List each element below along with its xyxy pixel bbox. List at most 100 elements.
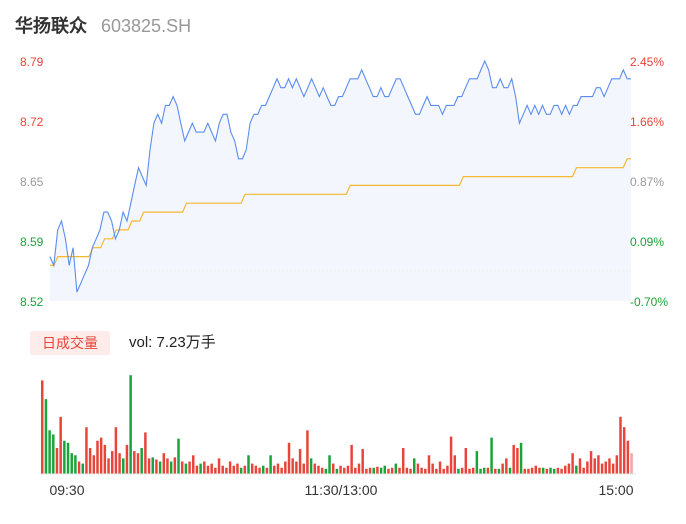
volume-bar (265, 467, 269, 474)
volume-bar (48, 430, 51, 474)
volume-bar (225, 467, 228, 474)
volume-bar (376, 466, 379, 474)
volume-badge: 日成交量 (42, 335, 98, 351)
volume-bar (70, 453, 73, 474)
volume-bar (239, 467, 243, 474)
volume-bar (41, 380, 44, 474)
volume-bar (184, 463, 188, 474)
volume-bar (534, 465, 538, 474)
y-tick-left-1: 8.72 (20, 115, 44, 129)
volume-bar (250, 463, 254, 474)
volume-bar (155, 459, 158, 474)
volume-bar (99, 437, 103, 474)
volume-bar (151, 457, 154, 474)
volume-bar (357, 463, 361, 474)
volume-bar (280, 467, 283, 474)
volume-bar (431, 463, 434, 474)
y-tick-right-2: 0.87% (630, 175, 664, 189)
volume-bar (560, 468, 563, 474)
volume-bar (276, 463, 280, 474)
volume-bar (442, 468, 445, 474)
price-panel (49, 59, 631, 301)
volume-bar (96, 440, 99, 474)
volume-bar (552, 468, 556, 474)
volume-bar (630, 453, 633, 474)
volume-bar (468, 468, 471, 474)
volume-bar (427, 455, 431, 474)
volume-bar (365, 468, 368, 474)
volume-bar (589, 451, 593, 474)
volume-bar (449, 436, 453, 474)
volume-bar (538, 467, 541, 474)
volume-bar (221, 465, 224, 474)
volume-bar (611, 463, 615, 474)
volume-bar (508, 467, 512, 474)
volume-bar (593, 458, 596, 474)
volume-bar (564, 465, 567, 474)
volume-bar (597, 455, 600, 474)
volume-bar (420, 467, 423, 474)
volume-bar (541, 467, 545, 474)
volume-bar (44, 399, 48, 474)
volume-bar (475, 451, 479, 474)
volume-bar (133, 451, 136, 474)
volume-bar (446, 465, 449, 474)
volume-bar (232, 465, 236, 474)
volume-bar (401, 448, 405, 474)
volume-bar (74, 455, 77, 474)
volume-bar (320, 467, 324, 474)
volume-bar (206, 465, 210, 474)
volume-bar (390, 467, 394, 474)
volume-bar (413, 458, 416, 474)
volume-bar (63, 440, 66, 474)
volume-bar (379, 467, 383, 474)
x-tick-2: 15:00 (598, 482, 633, 498)
y-tick-right-3: 0.09% (630, 235, 664, 249)
volume-bar (482, 467, 486, 474)
volume-total: vol: 7.23万手 (129, 334, 216, 351)
volume-bar (622, 427, 626, 474)
volume-bar (398, 467, 401, 474)
volume-bar (317, 465, 320, 474)
volume-bars (41, 375, 633, 474)
volume-bar (261, 465, 265, 474)
volume-bar (188, 461, 191, 474)
volume-bar (173, 457, 177, 474)
volume-bar (586, 461, 589, 474)
volume-bar (372, 467, 375, 474)
price-line (49, 59, 631, 293)
volume-bar (501, 463, 504, 474)
volume-bar (269, 455, 272, 474)
volume-bar (600, 463, 604, 474)
volume-bar (335, 468, 339, 474)
volume-bar (291, 458, 294, 474)
volume-bar (486, 467, 490, 474)
volume-bar (254, 465, 258, 474)
volume-bar (203, 461, 206, 474)
volume-bar (527, 468, 530, 474)
volume-bar (545, 468, 549, 474)
volume-bar (368, 467, 372, 474)
volume-bar (416, 463, 420, 474)
volume-bar (350, 444, 353, 474)
volume-bar (162, 453, 166, 474)
volume-bar (409, 468, 412, 474)
volume-bar (55, 448, 59, 474)
volume-bar (505, 458, 508, 474)
stock-code: 603825.SH (101, 16, 191, 36)
volume-bar (354, 467, 357, 474)
volume-bar (258, 467, 261, 474)
volume-bar (549, 467, 552, 474)
volume-bar (81, 463, 84, 474)
volume-bar (195, 465, 199, 474)
volume-bar (435, 468, 438, 474)
volume-bar (582, 467, 585, 474)
volume-bar (405, 467, 409, 474)
volume-bar (615, 455, 619, 474)
volume-bar (298, 449, 302, 474)
volume-bar (59, 416, 62, 474)
volume-bar (313, 463, 317, 474)
volume-bar (236, 463, 239, 474)
volume-bar (103, 444, 107, 474)
